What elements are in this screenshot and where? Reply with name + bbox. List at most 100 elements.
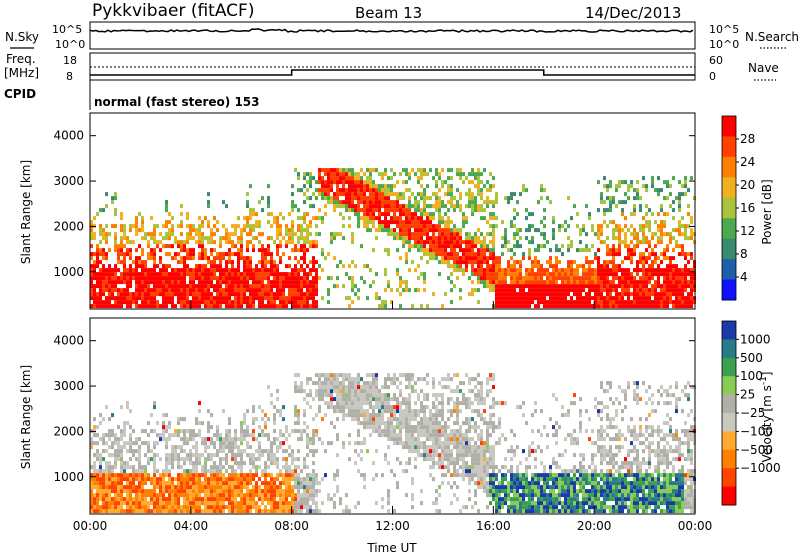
heatmap-cell bbox=[498, 276, 501, 281]
heatmap-cell bbox=[96, 485, 99, 490]
heatmap-cell bbox=[660, 252, 663, 257]
heatmap-cell bbox=[360, 441, 363, 446]
heatmap-cell bbox=[123, 244, 126, 249]
heatmap-cell bbox=[210, 236, 213, 241]
heatmap-cell bbox=[303, 284, 306, 289]
heatmap-cell bbox=[138, 481, 141, 486]
heatmap-cell bbox=[627, 196, 630, 201]
heatmap-cell bbox=[294, 477, 297, 482]
heatmap-cell bbox=[369, 417, 372, 422]
heatmap-cell bbox=[660, 220, 663, 225]
heatmap-cell bbox=[516, 232, 519, 237]
heatmap-cell bbox=[285, 429, 288, 434]
heatmap-cell bbox=[147, 256, 150, 261]
heatmap-cell bbox=[258, 232, 261, 237]
heatmap-cell bbox=[159, 260, 162, 265]
heatmap-cell bbox=[168, 421, 171, 426]
heatmap-cell bbox=[270, 493, 273, 498]
heatmap-cell bbox=[138, 212, 141, 217]
heatmap-cell bbox=[210, 228, 213, 233]
heatmap-cell bbox=[243, 216, 246, 221]
heatmap-cell bbox=[291, 457, 294, 462]
heatmap-cell bbox=[237, 445, 240, 450]
heatmap-cell bbox=[252, 489, 255, 494]
heatmap-cell bbox=[561, 244, 564, 249]
heatmap-cell bbox=[126, 485, 129, 490]
heatmap-cell bbox=[519, 260, 522, 265]
heatmap-cell bbox=[426, 224, 429, 229]
heatmap-cell bbox=[486, 260, 489, 265]
heatmap-cell bbox=[375, 429, 378, 434]
heatmap-cell bbox=[444, 180, 447, 185]
heatmap-cell bbox=[192, 453, 195, 458]
heatmap-cell bbox=[192, 296, 195, 301]
heatmap-cell bbox=[90, 284, 93, 289]
heatmap-cell bbox=[690, 228, 693, 233]
heatmap-cell bbox=[207, 256, 210, 261]
heatmap-cell bbox=[543, 244, 546, 249]
heatmap-cell bbox=[354, 385, 357, 390]
heatmap-cell bbox=[252, 453, 255, 458]
heatmap-cell bbox=[195, 228, 198, 233]
heatmap-cell bbox=[408, 176, 411, 181]
heatmap-cell bbox=[531, 272, 534, 277]
heatmap-cell bbox=[153, 224, 156, 229]
heatmap-cell bbox=[201, 236, 204, 241]
heatmap-cell bbox=[543, 268, 546, 273]
heatmap-cell bbox=[336, 200, 339, 205]
heatmap-cell bbox=[372, 393, 375, 398]
heatmap-cell bbox=[417, 220, 420, 225]
heatmap-cell bbox=[354, 405, 357, 410]
heatmap-cell bbox=[285, 264, 288, 269]
heatmap-cell bbox=[282, 501, 285, 506]
heatmap-cell bbox=[663, 220, 666, 225]
heatmap-cell bbox=[294, 485, 297, 490]
heatmap-cell bbox=[309, 268, 312, 273]
heatmap-cell bbox=[327, 180, 330, 185]
heatmap-cell bbox=[612, 284, 615, 289]
heatmap-cell bbox=[468, 236, 471, 241]
heatmap-cell bbox=[222, 288, 225, 293]
heatmap-cell bbox=[228, 489, 231, 494]
heatmap-cell bbox=[294, 469, 297, 474]
heatmap-cell bbox=[456, 232, 459, 237]
heatmap-cell bbox=[597, 276, 600, 281]
heatmap-cell bbox=[681, 304, 684, 309]
heatmap-cell bbox=[192, 284, 195, 289]
heatmap-cell bbox=[144, 473, 147, 478]
heatmap-cell bbox=[177, 260, 180, 265]
heatmap-cell bbox=[204, 445, 207, 450]
heatmap-cell bbox=[261, 256, 264, 261]
heatmap-cell bbox=[630, 280, 633, 285]
heatmap-cell bbox=[267, 509, 270, 514]
heatmap-cell bbox=[456, 244, 459, 249]
heatmap-cell bbox=[306, 473, 309, 478]
heatmap-cell bbox=[183, 509, 186, 514]
heatmap-cell bbox=[168, 296, 171, 301]
heatmap-cell bbox=[120, 461, 123, 466]
heatmap-cell bbox=[321, 397, 324, 402]
heatmap-cell bbox=[552, 304, 555, 309]
heatmap-cell bbox=[459, 268, 462, 273]
heatmap-cell bbox=[381, 224, 384, 229]
heatmap-cell bbox=[132, 497, 135, 502]
heatmap-cell bbox=[306, 381, 309, 386]
heatmap-cell bbox=[528, 284, 531, 289]
heatmap-cell bbox=[651, 236, 654, 241]
heatmap-cell bbox=[621, 288, 624, 293]
heatmap-cell bbox=[633, 208, 636, 213]
heatmap-cell bbox=[369, 268, 372, 273]
heatmap-cell bbox=[648, 288, 651, 293]
heatmap-cell bbox=[330, 441, 333, 446]
heatmap-cell bbox=[321, 248, 324, 253]
heatmap-cell bbox=[348, 172, 351, 177]
heatmap-cell bbox=[291, 220, 294, 225]
heatmap-cell bbox=[195, 240, 198, 245]
heatmap-cell bbox=[120, 244, 123, 249]
heatmap-cell bbox=[456, 172, 459, 177]
heatmap-cell bbox=[456, 228, 459, 233]
heatmap-cell bbox=[138, 449, 141, 454]
heatmap-cell bbox=[333, 501, 336, 506]
heatmap-cell bbox=[342, 180, 345, 185]
heatmap-cell bbox=[318, 180, 321, 185]
